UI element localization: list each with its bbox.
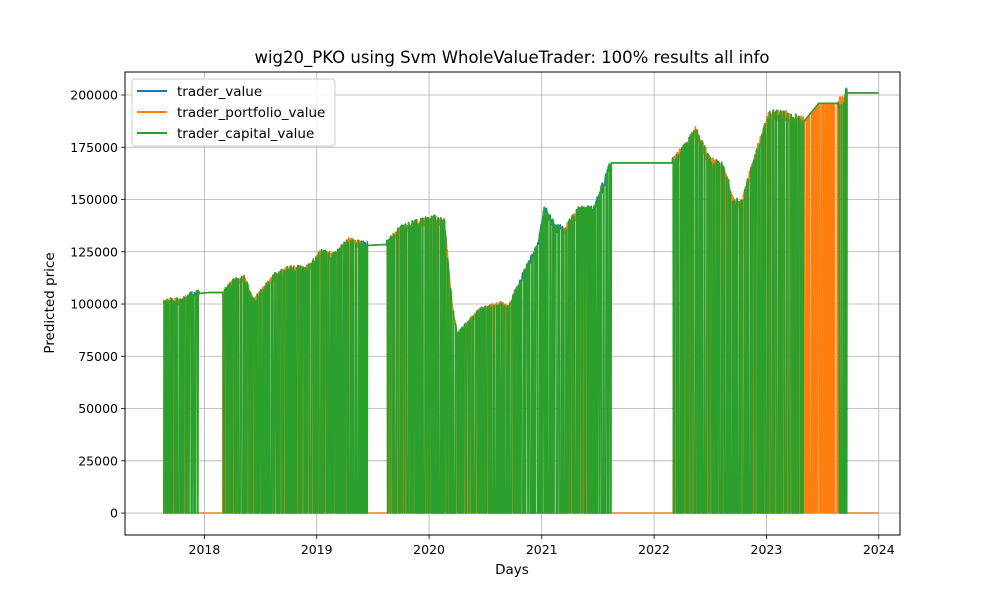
x-axis-label: Days [495, 562, 529, 578]
y-axis-label: Predicted price [42, 252, 58, 353]
y-tick-label: 0 [110, 506, 118, 521]
x-tick-label: 2019 [301, 542, 333, 557]
x-tick-label: 2022 [638, 542, 670, 557]
x-tick-label: 2024 [863, 542, 895, 557]
y-tick-label: 200000 [70, 87, 118, 102]
legend-box [131, 78, 336, 147]
legend-label-trader-capital-value: trader_capital_value [177, 126, 314, 142]
chart-title: wig20_PKO using Svm WholeValueTrader: 10… [254, 48, 769, 68]
x-tick-label: 2020 [413, 542, 445, 557]
plot-area [162, 87, 879, 514]
x-tick-label: 2023 [751, 542, 783, 557]
y-tick-label: 50000 [78, 401, 118, 416]
legend-label-trader-value: trader_value [177, 84, 262, 100]
series-line-trader-capital-value [162, 88, 879, 514]
y-axis-ticks: 0 25000 50000 75000 100000 125000 150000 175000… [70, 87, 125, 521]
legend-label-trader-portfolio-value: trader_portfolio_value [177, 105, 325, 121]
y-tick-label: 25000 [78, 453, 118, 468]
axes-frame [124, 71, 901, 536]
x-tick-label: 2018 [189, 542, 221, 557]
y-tick-label: 125000 [70, 244, 118, 259]
y-tick-label: 75000 [78, 349, 118, 364]
y-tick-label: 175000 [70, 140, 118, 155]
y-tick-label: 100000 [70, 297, 118, 312]
legend: trader_value trader_portfolio_valuetrader… [131, 78, 336, 147]
y-tick-label: 150000 [70, 192, 118, 207]
x-tick-label: 2021 [526, 542, 558, 557]
x-axis-ticks: 2018 2019 2020 2021 2022 2023 2024 [189, 535, 895, 557]
